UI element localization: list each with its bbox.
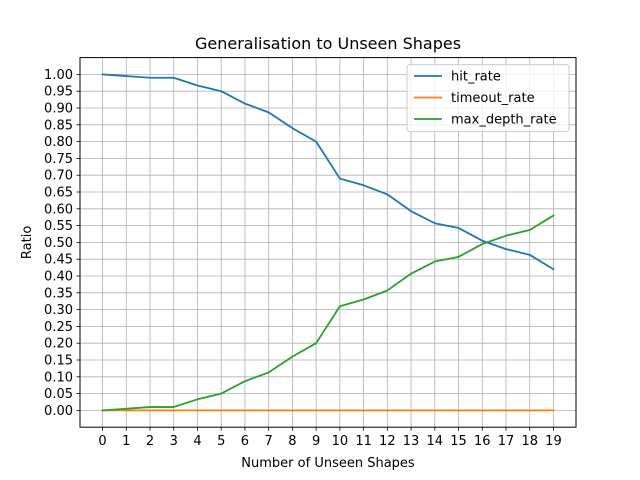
y-tick-label: 0.50: [44, 236, 73, 251]
x-tick-label: 11: [355, 434, 372, 449]
y-tick-label: 1.00: [44, 68, 73, 83]
y-tick-label: 0.00: [44, 404, 73, 419]
x-tick-label: 17: [498, 434, 515, 449]
chart-title: Generalisation to Unseen Shapes: [195, 34, 461, 53]
y-tick-label: 0.80: [44, 135, 73, 150]
x-tick-label: 4: [193, 434, 201, 449]
x-tick-label: 6: [241, 434, 249, 449]
y-tick-label: 0.45: [44, 253, 73, 268]
y-tick-label: 0.40: [44, 270, 73, 285]
y-tick-label: 0.85: [44, 118, 73, 133]
legend-entries: hit_rate timeout_rate max_depth_rate: [414, 70, 557, 128]
x-tick-label: 5: [217, 434, 225, 449]
y-tick-label: 0.10: [44, 370, 73, 385]
legend-label-max-depth-rate: max_depth_rate: [451, 113, 557, 128]
y-tick-label: 0.30: [44, 303, 73, 318]
x-tick-label: 7: [265, 434, 273, 449]
x-tick-label: 19: [545, 434, 562, 449]
legend-label-hit-rate: hit_rate: [451, 70, 501, 85]
legend-box: [406, 64, 570, 133]
y-tick-label: 0.15: [44, 354, 73, 369]
x-tick-label: 12: [379, 434, 396, 449]
x-tick-label: 10: [332, 434, 349, 449]
x-tick-label: 0: [98, 434, 106, 449]
x-tick-label: 9: [312, 434, 320, 449]
x-axis-title: Number of Unseen Shapes: [241, 456, 415, 471]
series-line-max-depth-rate: [101, 214, 555, 412]
x-tick-label: 18: [521, 434, 538, 449]
y-tick-label: 0.95: [44, 85, 73, 100]
x-tick-label: 3: [170, 434, 178, 449]
y-tick-label: 0.65: [44, 186, 73, 201]
x-tick-label: 16: [474, 434, 491, 449]
y-tick-label: 0.35: [44, 286, 73, 301]
x-tick-label: 2: [146, 434, 154, 449]
y-tick-label: 0.60: [44, 202, 73, 217]
y-tick-label: 0.90: [44, 102, 73, 117]
x-axis-ticks: 0 1 2 3 4 5 6 7 8 9 10 11 12 13 14 15 16 17 18 19: [98, 427, 562, 449]
legend-label-timeout-rate: timeout_rate: [451, 91, 535, 106]
series-lines: [101, 73, 555, 412]
series-line-hit-rate: [101, 73, 555, 271]
legend: hit_rate timeout_rate max_depth_rate: [406, 64, 570, 133]
y-tick-label: 0.70: [44, 169, 73, 184]
y-tick-label: 0.25: [44, 320, 73, 335]
x-tick-label: 13: [403, 434, 420, 449]
y-tick-label: 0.75: [44, 152, 73, 167]
y-axis-title: Ratio: [20, 226, 35, 259]
y-axis-ticks: 0.00 0.05 0.100.15 0.20 0.25 0.30 0.350.40 0.45…: [44, 68, 80, 419]
x-tick-label: 8: [288, 434, 296, 449]
x-tick-label: 15: [450, 434, 467, 449]
y-tick-label: 0.20: [44, 337, 73, 352]
y-tick-label: 0.05: [44, 387, 73, 402]
x-tick-label: 1: [122, 434, 130, 449]
y-tick-label: 0.55: [44, 219, 73, 234]
grid: [80, 57, 576, 428]
x-tick-label: 14: [427, 434, 444, 449]
